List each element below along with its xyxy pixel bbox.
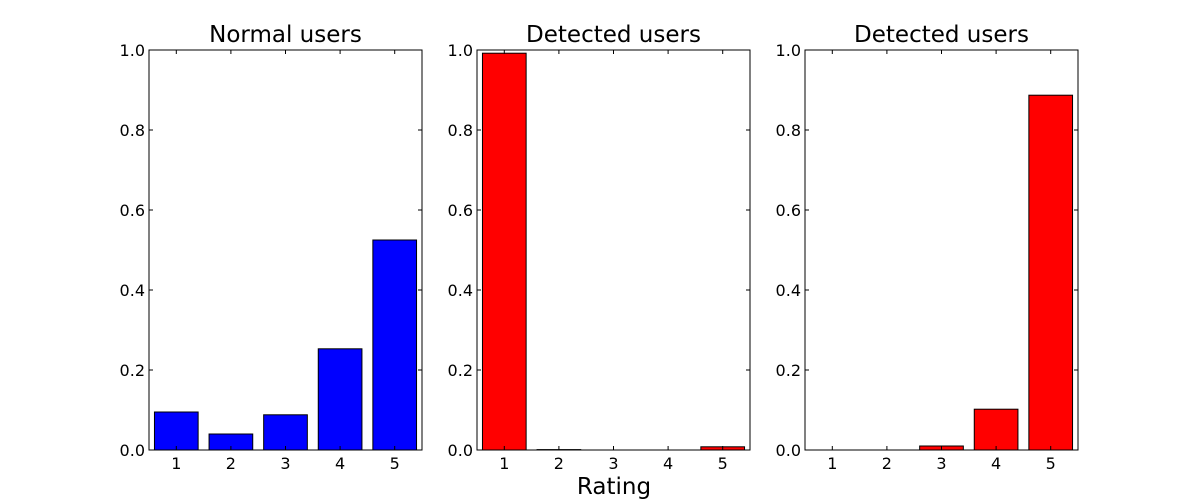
bar-4 xyxy=(317,348,363,451)
bar-4 xyxy=(973,408,1019,451)
y-tick-label: 0.0 xyxy=(120,441,145,460)
x-tick-label: 2 xyxy=(554,454,564,473)
x-tick-label: 3 xyxy=(608,454,618,473)
bar-5 xyxy=(372,239,418,451)
y-tick-label: 0.2 xyxy=(448,361,473,380)
chart-panel-2: 0.0 0.2 0.4 0.6 0.8 1.0 1 2 3 4 5 Detected users xyxy=(448,22,751,473)
bar-5 xyxy=(1028,94,1074,451)
panel-title: Detected users xyxy=(526,22,701,48)
y-tick-label: 0.6 xyxy=(776,201,801,220)
x-tick-label: 3 xyxy=(936,454,946,473)
x-tick-label: 4 xyxy=(991,454,1001,473)
x-tick-label: 1 xyxy=(827,454,837,473)
y-tick-label: 0.0 xyxy=(448,441,473,460)
y-tick-label: 0.8 xyxy=(120,121,145,140)
y-tick-label: 0.6 xyxy=(120,201,145,220)
bar-1 xyxy=(481,52,527,451)
x-tick-label: 1 xyxy=(171,454,181,473)
bar-1 xyxy=(153,411,199,451)
x-tick-label: 1 xyxy=(499,454,509,473)
y-tick-label: 0.4 xyxy=(120,281,145,300)
panel-title: Detected users xyxy=(854,22,1029,48)
bar-3 xyxy=(263,414,308,451)
y-tick-label: 0.2 xyxy=(776,361,801,380)
x-tick-label: 2 xyxy=(882,454,892,473)
y-tick-label: 0.0 xyxy=(776,441,801,460)
y-tick-label: 1.0 xyxy=(448,41,473,60)
x-tick-label: 3 xyxy=(280,454,290,473)
x-tick-label: 5 xyxy=(718,454,728,473)
chart-panel-1: 0.0 0.2 0.4 0.6 0.8 1.0 1 2 3 4 5 Normal users xyxy=(120,22,423,473)
y-tick-label: 0.4 xyxy=(448,281,473,300)
y-tick-label: 0.8 xyxy=(776,121,801,140)
y-tick-label: 0.6 xyxy=(448,201,473,220)
x-tick-label: 4 xyxy=(335,454,345,473)
y-tick-label: 1.0 xyxy=(120,41,145,60)
x-tick-label: 4 xyxy=(663,454,673,473)
x-tick-label: 5 xyxy=(390,454,400,473)
chart-panel-3: 0.0 0.2 0.4 0.6 0.8 1.0 1 2 3 4 5 Detected users xyxy=(776,22,1079,473)
y-tick-label: 0.2 xyxy=(120,361,145,380)
y-tick-label: 1.0 xyxy=(776,41,801,60)
y-tick-label: 0.4 xyxy=(776,281,801,300)
x-tick-label: 2 xyxy=(226,454,236,473)
x-axis-label: Rating xyxy=(577,474,651,500)
y-tick-label: 0.8 xyxy=(448,121,473,140)
panel-title: Normal users xyxy=(209,22,362,48)
x-tick-label: 5 xyxy=(1046,454,1056,473)
